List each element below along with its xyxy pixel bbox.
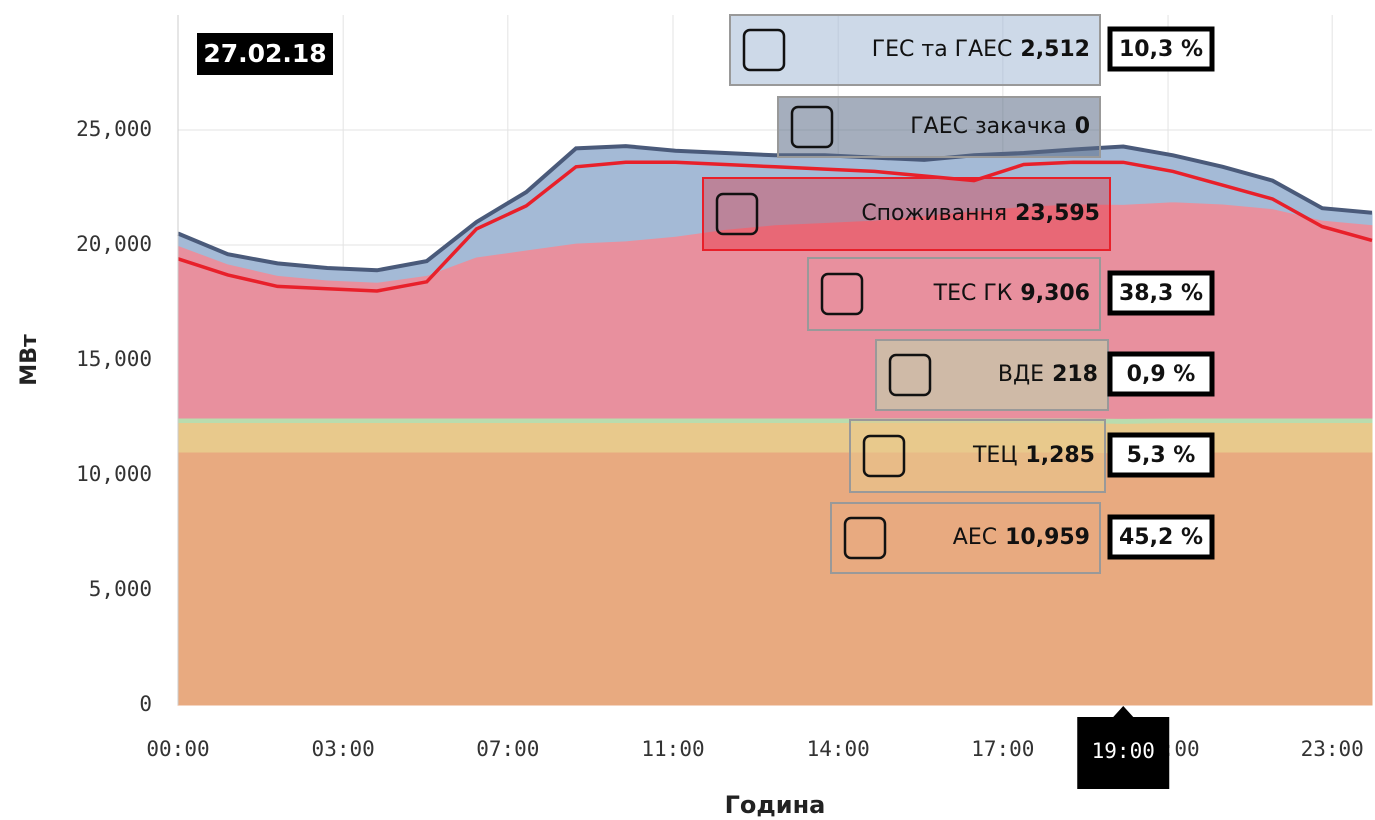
tooltip-icon: [790, 105, 834, 149]
share-box: [1107, 270, 1215, 316]
crosshair-label: 19:00: [1092, 739, 1155, 763]
tooltip-text: ГЕС та ГАЕС 2,512: [872, 37, 1090, 62]
share-box: [1107, 432, 1215, 478]
tooltip-text: ТЕЦ 1,285: [972, 443, 1095, 468]
tooltip-box: [849, 419, 1106, 493]
x-tick-label: 07:00: [476, 737, 539, 761]
share-label: 38,3 %: [1119, 281, 1203, 306]
tooltip-box: [875, 339, 1109, 411]
series-value: 1,285: [1025, 443, 1095, 468]
tooltip-text: ГАЕС закачка 0: [910, 114, 1090, 139]
series-name: ТЕЦ: [972, 443, 1017, 468]
share-label: 45,2 %: [1119, 525, 1203, 550]
tooltip-icon: [843, 516, 887, 560]
tooltip-item: ГАЕС закачка 0: [777, 96, 1101, 158]
crosshair-pointer: [1113, 706, 1134, 717]
share-label: 5,3 %: [1127, 443, 1196, 468]
share-label: 10,3 %: [1119, 37, 1203, 62]
tooltip-item: АЕС 10,959 45,2 %: [830, 502, 1215, 574]
x-tick-label: 14:00: [807, 737, 870, 761]
tooltip-item: ТЕЦ 1,285 5,3 %: [849, 419, 1215, 493]
series-value: 218: [1052, 362, 1098, 387]
share-box: [1107, 26, 1215, 72]
series-name: Споживання: [861, 201, 1007, 226]
area: [177, 417, 1373, 424]
tooltip-icon: [742, 28, 786, 72]
x-axis-title: Година: [725, 791, 826, 819]
tooltip: АЕС 10,959 45,2 % ТЕЦ 1,285 5,3 % ВДЕ 218 0,9 % Т…: [702, 14, 1215, 574]
tooltip-item: ВДЕ 218 0,9 %: [875, 339, 1215, 411]
tooltip-icon: [715, 192, 759, 236]
tooltip-item: Споживання 23,595: [702, 177, 1111, 251]
tooltip-text: ВДЕ 218: [998, 362, 1098, 387]
tooltip-icon: [888, 353, 932, 397]
tooltip-box: [807, 257, 1101, 331]
tooltip-box: [729, 14, 1101, 86]
series-value: 0: [1075, 114, 1090, 139]
tooltip-text: АЕС 10,959: [953, 525, 1090, 550]
series-name: ТЕС ГК: [933, 281, 1013, 306]
crosshair-badge: [1077, 717, 1170, 789]
total-line: [177, 144, 1373, 273]
y-tick-label: 25,000: [76, 117, 152, 141]
tooltip-item: ТЕС ГК 9,306 38,3 %: [807, 257, 1215, 331]
tooltip-icon: [820, 272, 864, 316]
y-tick-label: 20,000: [76, 232, 152, 256]
tooltip-item: ГЕС та ГАЕС 2,512 10,3 %: [729, 14, 1215, 86]
share-box: [1107, 514, 1215, 560]
ticks: 0 5,000 10,000 15,000 20,000 25,000 00:00 03:00…: [76, 117, 1364, 789]
tooltip-text: ТЕС ГК 9,306: [933, 281, 1090, 306]
series-value: 23,595: [1015, 201, 1100, 226]
series-name: АЕС: [953, 525, 997, 550]
series-value: 9,306: [1020, 281, 1090, 306]
x-tick-label: 23:00: [1301, 737, 1364, 761]
y-tick-label: 10,000: [76, 462, 152, 486]
series-name: ГЕС та ГАЕС: [872, 37, 1013, 62]
area: [177, 451, 1373, 706]
x-tick-label: 00:00: [146, 737, 209, 761]
y-tick-label: 15,000: [76, 347, 152, 371]
tooltip-icon: [862, 434, 906, 478]
x-tick-label: 11:00: [641, 737, 704, 761]
y-tick-label: 0: [139, 692, 152, 716]
share-label: 0,9 %: [1127, 362, 1196, 387]
date-label: 27.02.18: [203, 39, 326, 68]
tooltip-text: Споживання 23,595: [861, 201, 1100, 226]
series-name: ВДЕ: [998, 362, 1044, 387]
x-tick-label: 03:00: [312, 737, 375, 761]
series-value: 10,959: [1005, 525, 1090, 550]
y-axis-title: МВт: [17, 334, 42, 386]
series-value: 2,512: [1020, 37, 1090, 62]
tooltip-box: [830, 502, 1101, 574]
x-tick-label: 17:00: [971, 737, 1034, 761]
series-name: ГАЕС закачка: [910, 114, 1066, 139]
consumption-line: [177, 160, 1373, 293]
tooltip-box: [702, 177, 1111, 251]
y-tick-label: 5,000: [89, 577, 152, 601]
date-badge: [197, 33, 333, 75]
share-box: [1107, 351, 1215, 397]
